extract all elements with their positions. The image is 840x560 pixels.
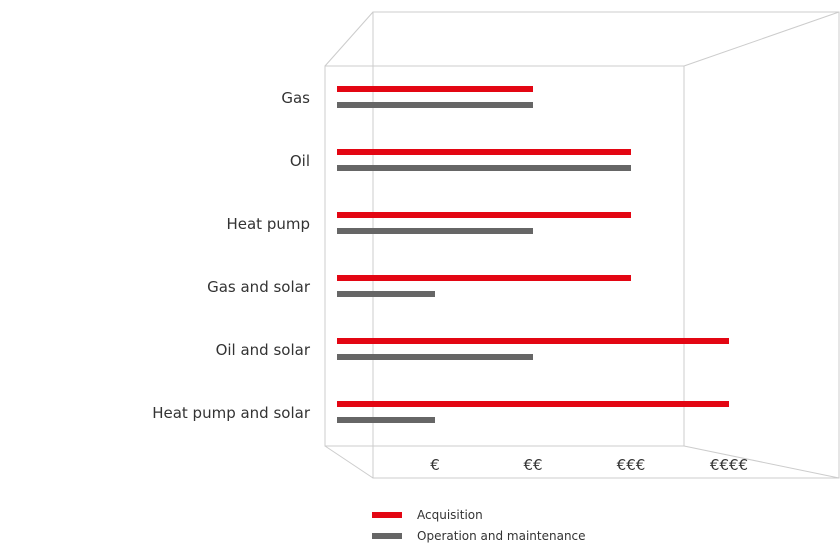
legend-item-acquisition: Acquisition [372,504,586,525]
category-label: Heat pump and solar [152,404,311,422]
legend-swatch-acquisition [372,511,402,518]
legend-item-operation: Operation and maintenance [372,525,586,546]
frame-edge-top-right [683,11,840,67]
frame-back [372,11,840,479]
bar-operation-gas-and-solar [337,291,435,297]
category-label: Gas [281,89,310,107]
bar-acquisition-gas [337,86,533,92]
bar-operation-heat-pump [337,228,533,234]
frame-front [324,65,685,447]
bar-acquisition-gas-and-solar [337,275,631,281]
category-label: Oil [290,152,310,170]
frame-edge-bottom-left [324,445,374,479]
bar-acquisition-heat-pump [337,212,631,218]
legend-swatch-operation [372,532,402,539]
bar-acquisition-oil [337,149,631,155]
legend: Acquisition Operation and maintenance [372,504,586,546]
x-tick-label: €€€ [617,456,646,474]
bar-acquisition-oil-and-solar [337,338,729,344]
bar-operation-oil-and-solar [337,354,533,360]
x-tick-label: €€€€ [710,456,748,474]
bar-acquisition-heat-pump-and-solar [337,401,729,407]
category-label: Heat pump [226,215,310,233]
chart-frame [324,11,840,479]
bar-operation-heat-pump-and-solar [337,417,435,423]
bar-operation-oil [337,165,631,171]
bars-layer [337,86,729,423]
tick-labels: € €€ €€€ €€€€ [430,456,748,474]
category-label: Gas and solar [207,278,311,296]
legend-label-operation: Operation and maintenance [417,528,586,543]
category-label: Oil and solar [216,341,311,359]
frame-edge-bottom-right [683,445,840,479]
x-tick-label: €€ [523,456,542,474]
bar-operation-gas [337,102,533,108]
category-labels: Gas Oil Heat pump Gas and solar Oil and sola… [152,89,311,422]
legend-label-acquisition: Acquisition [417,507,483,522]
x-tick-label: € [430,456,440,474]
frame-edge-top-left [324,11,374,67]
